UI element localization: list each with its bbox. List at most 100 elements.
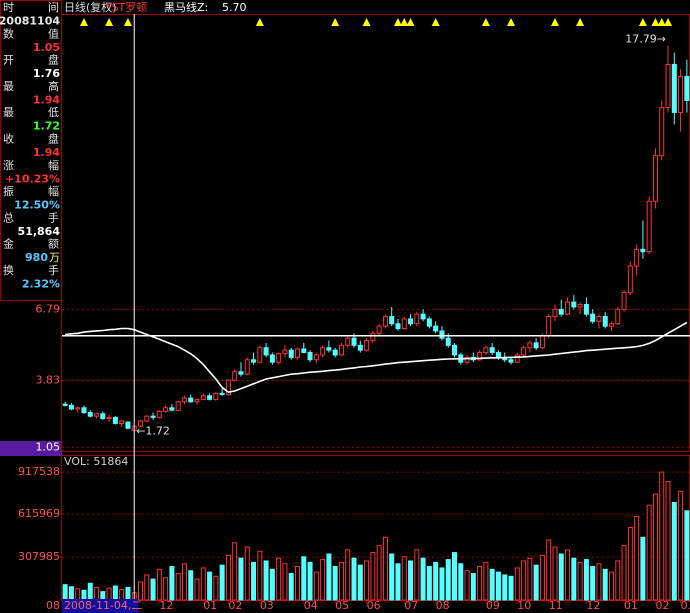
period-label: 日线(复权) bbox=[64, 0, 117, 14]
candle-body bbox=[238, 371, 244, 375]
volume-bar bbox=[194, 578, 200, 601]
volume-bar bbox=[452, 552, 457, 601]
candle-body bbox=[357, 344, 363, 351]
candle-body bbox=[320, 347, 326, 356]
candle-body bbox=[219, 392, 225, 396]
volume-bar bbox=[514, 567, 520, 601]
candle-body bbox=[188, 397, 194, 403]
volume-tick-label: 307985 bbox=[18, 550, 60, 563]
candle-body bbox=[150, 415, 156, 418]
signal-marker bbox=[657, 18, 666, 26]
z-line-name: 黑马线Z: bbox=[164, 0, 208, 14]
volume-bar bbox=[565, 549, 571, 601]
signal-marker bbox=[79, 18, 88, 26]
candle-body bbox=[112, 416, 118, 424]
candle-body bbox=[521, 347, 527, 356]
candle-body bbox=[251, 359, 257, 363]
candle-body bbox=[615, 308, 621, 325]
candle-body bbox=[364, 340, 370, 351]
volume-bar bbox=[477, 566, 483, 601]
volume-bar bbox=[364, 560, 370, 601]
volume-bar bbox=[671, 501, 677, 601]
info-label: 最 bbox=[3, 106, 14, 119]
volume-bar bbox=[332, 566, 338, 601]
stock-name: *ST罗顿 bbox=[106, 0, 147, 14]
signal-marker bbox=[664, 18, 673, 26]
volume-bar bbox=[464, 570, 470, 601]
candle-body bbox=[426, 318, 432, 327]
cursor-price-strip bbox=[0, 441, 62, 456]
volume-bar bbox=[583, 559, 589, 601]
volume-bar bbox=[439, 567, 445, 601]
candle-body bbox=[376, 325, 382, 334]
candle-body bbox=[671, 63, 677, 113]
volume-bar bbox=[320, 559, 326, 601]
volume-bar bbox=[414, 549, 420, 601]
volume-bar bbox=[238, 557, 244, 601]
annotation: ←1.72 bbox=[136, 424, 170, 437]
volume-bar bbox=[338, 561, 344, 601]
volume-bar bbox=[609, 571, 614, 601]
candle-body bbox=[477, 352, 483, 361]
signal-marker bbox=[651, 18, 660, 26]
candle-body bbox=[596, 316, 602, 322]
info-label: 低 bbox=[48, 106, 59, 119]
volume-bar bbox=[521, 560, 527, 601]
x-tick-label: 06 bbox=[367, 599, 381, 612]
candle-body bbox=[627, 265, 633, 294]
info-label: 额 bbox=[48, 238, 59, 251]
candle-body bbox=[665, 63, 671, 109]
candle-body bbox=[483, 347, 489, 354]
volume-bar bbox=[426, 566, 432, 601]
volume-bar bbox=[282, 563, 288, 601]
volume-bar bbox=[634, 515, 640, 601]
volume-bar bbox=[527, 557, 533, 601]
volume-bar bbox=[470, 573, 476, 601]
candle-body bbox=[263, 347, 269, 356]
info-label: 间 bbox=[48, 1, 59, 14]
x-tick-label: 03 bbox=[260, 599, 274, 612]
candle-body bbox=[276, 353, 282, 363]
volume-bar bbox=[552, 546, 558, 601]
z-line-value: 5.70 bbox=[222, 1, 247, 14]
volume-bar bbox=[389, 553, 395, 601]
candle-body bbox=[81, 407, 87, 414]
candle-body bbox=[464, 356, 470, 363]
candle-body bbox=[401, 318, 407, 330]
candle-body bbox=[338, 344, 344, 356]
signal-marker bbox=[638, 18, 647, 26]
candle-body bbox=[345, 337, 351, 346]
info-label: 涨 bbox=[3, 159, 14, 172]
info-value: 980 bbox=[25, 251, 48, 264]
volume-bar bbox=[615, 560, 621, 601]
y-tick-label: 6.79 bbox=[36, 303, 61, 316]
candle-body bbox=[144, 415, 150, 422]
candle-body bbox=[194, 398, 200, 403]
y-tick-label: 3.83 bbox=[36, 374, 61, 387]
x-tick-label: 02 bbox=[655, 599, 669, 612]
info-label: 总 bbox=[3, 210, 14, 224]
volume-bar bbox=[502, 574, 508, 601]
volume-bar bbox=[150, 578, 156, 601]
volume-bar bbox=[351, 557, 357, 601]
volume-bar bbox=[62, 584, 68, 601]
volume-bar bbox=[571, 557, 577, 601]
info-value: 2.32% bbox=[22, 278, 60, 291]
candle-body bbox=[571, 301, 577, 308]
candle-body bbox=[119, 420, 125, 424]
volume-bar bbox=[225, 554, 231, 601]
volume-bar bbox=[539, 554, 545, 601]
candle-body bbox=[75, 407, 81, 410]
info-label: 最 bbox=[3, 80, 14, 93]
y-tick-label: 1.05 bbox=[36, 440, 61, 453]
candle-body bbox=[539, 335, 545, 349]
annotation: 17.79→ bbox=[625, 32, 666, 45]
candle-body bbox=[577, 304, 583, 308]
volume-bar bbox=[301, 556, 307, 601]
volume-tick-label: 615969 bbox=[18, 507, 60, 520]
signal-marker bbox=[255, 18, 264, 26]
candle-body bbox=[326, 347, 332, 351]
candle-body bbox=[389, 316, 395, 325]
candle-body bbox=[678, 75, 684, 113]
candle-body bbox=[508, 359, 514, 363]
